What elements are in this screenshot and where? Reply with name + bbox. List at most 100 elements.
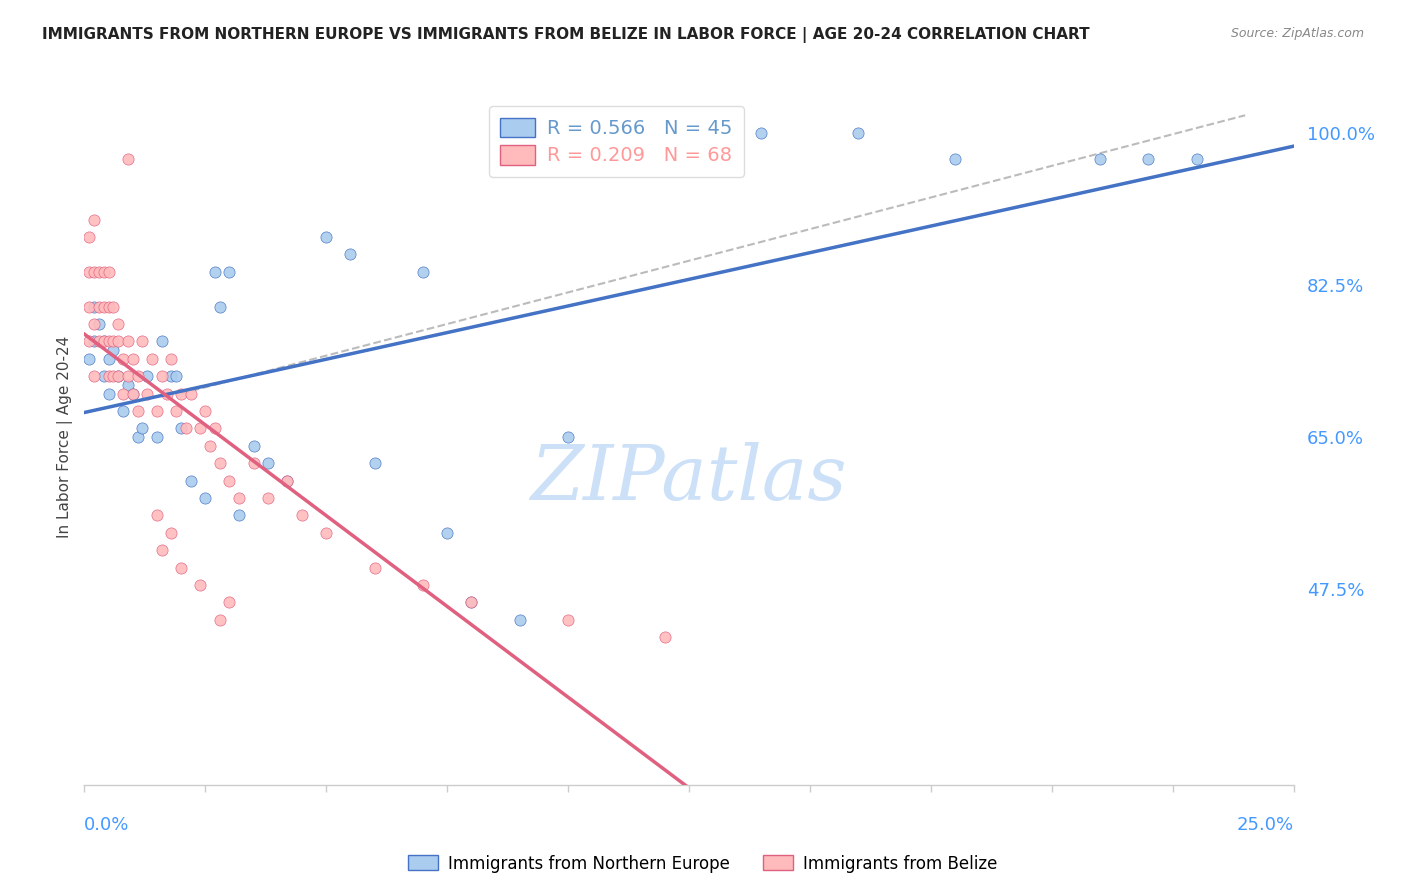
Point — [412, 265, 434, 279]
Point — [198, 439, 221, 453]
Point — [117, 378, 139, 392]
Point — [276, 474, 298, 488]
Point — [165, 369, 187, 384]
Point — [97, 351, 120, 366]
Point — [77, 351, 100, 366]
Point — [160, 369, 183, 384]
Point — [93, 334, 115, 349]
Point — [127, 404, 149, 418]
Point — [150, 543, 173, 558]
Point — [208, 613, 231, 627]
Point — [136, 386, 159, 401]
Point — [204, 421, 226, 435]
Point — [121, 386, 143, 401]
Point — [141, 351, 163, 366]
Point — [117, 334, 139, 349]
Point — [155, 386, 177, 401]
Point — [165, 404, 187, 418]
Point — [83, 212, 105, 227]
Point — [190, 578, 212, 592]
Text: IMMIGRANTS FROM NORTHERN EUROPE VS IMMIGRANTS FROM BELIZE IN LABOR FORCE | AGE 2: IMMIGRANTS FROM NORTHERN EUROPE VS IMMIG… — [42, 27, 1090, 43]
Text: Source: ZipAtlas.com: Source: ZipAtlas.com — [1230, 27, 1364, 40]
Point — [97, 300, 120, 314]
Point — [509, 613, 531, 627]
Point — [943, 152, 966, 166]
Point — [436, 525, 458, 540]
Point — [97, 334, 120, 349]
Point — [160, 351, 183, 366]
Point — [146, 430, 169, 444]
Point — [218, 474, 240, 488]
Point — [107, 317, 129, 331]
Point — [121, 386, 143, 401]
Point — [131, 421, 153, 435]
Point — [97, 265, 120, 279]
Point — [194, 404, 217, 418]
Point — [107, 334, 129, 349]
Point — [83, 334, 105, 349]
Point — [194, 491, 217, 505]
Point — [170, 386, 193, 401]
Point — [208, 300, 231, 314]
Point — [276, 474, 298, 488]
Point — [146, 404, 169, 418]
Point — [412, 578, 434, 592]
Point — [112, 404, 135, 418]
Point — [257, 456, 280, 470]
Point — [339, 247, 361, 261]
Point — [83, 300, 105, 314]
Point — [208, 456, 231, 470]
Legend: Immigrants from Northern Europe, Immigrants from Belize: Immigrants from Northern Europe, Immigra… — [402, 848, 1004, 880]
Y-axis label: In Labor Force | Age 20-24: In Labor Force | Age 20-24 — [58, 336, 73, 538]
Point — [93, 334, 115, 349]
Point — [557, 613, 579, 627]
Point — [136, 369, 159, 384]
Point — [846, 126, 869, 140]
Point — [121, 351, 143, 366]
Point — [77, 334, 100, 349]
Point — [87, 317, 110, 331]
Point — [93, 369, 115, 384]
Point — [150, 334, 173, 349]
Point — [1185, 152, 1208, 166]
Point — [97, 369, 120, 384]
Point — [97, 386, 120, 401]
Point — [228, 491, 250, 505]
Point — [174, 421, 197, 435]
Point — [291, 508, 314, 523]
Point — [363, 560, 385, 574]
Point — [170, 421, 193, 435]
Point — [150, 369, 173, 384]
Point — [218, 595, 240, 609]
Point — [117, 369, 139, 384]
Point — [103, 369, 125, 384]
Point — [242, 456, 264, 470]
Point — [93, 265, 115, 279]
Point — [654, 126, 676, 140]
Point — [460, 595, 482, 609]
Point — [1137, 152, 1160, 166]
Point — [557, 430, 579, 444]
Point — [204, 265, 226, 279]
Point — [190, 421, 212, 435]
Point — [117, 152, 139, 166]
Point — [315, 525, 337, 540]
Point — [83, 265, 105, 279]
Text: 25.0%: 25.0% — [1236, 816, 1294, 834]
Point — [77, 265, 100, 279]
Point — [77, 300, 100, 314]
Point — [112, 351, 135, 366]
Point — [77, 230, 100, 244]
Point — [83, 317, 105, 331]
Point — [112, 386, 135, 401]
Point — [460, 595, 482, 609]
Point — [103, 300, 125, 314]
Point — [87, 300, 110, 314]
Point — [87, 265, 110, 279]
Point — [218, 265, 240, 279]
Point — [127, 430, 149, 444]
Point — [93, 300, 115, 314]
Point — [257, 491, 280, 505]
Point — [83, 369, 105, 384]
Point — [107, 369, 129, 384]
